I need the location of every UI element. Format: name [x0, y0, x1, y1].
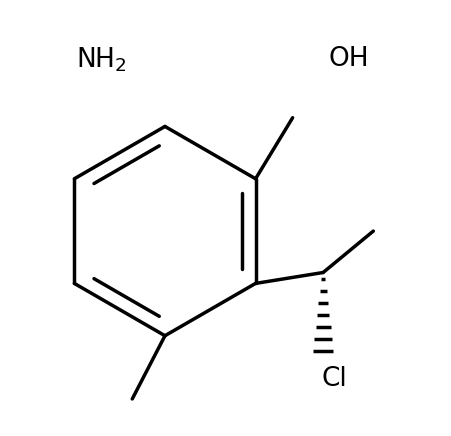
Text: Cl: Cl: [321, 366, 347, 392]
Text: NH$_2$: NH$_2$: [76, 46, 127, 74]
Text: OH: OH: [328, 46, 368, 72]
